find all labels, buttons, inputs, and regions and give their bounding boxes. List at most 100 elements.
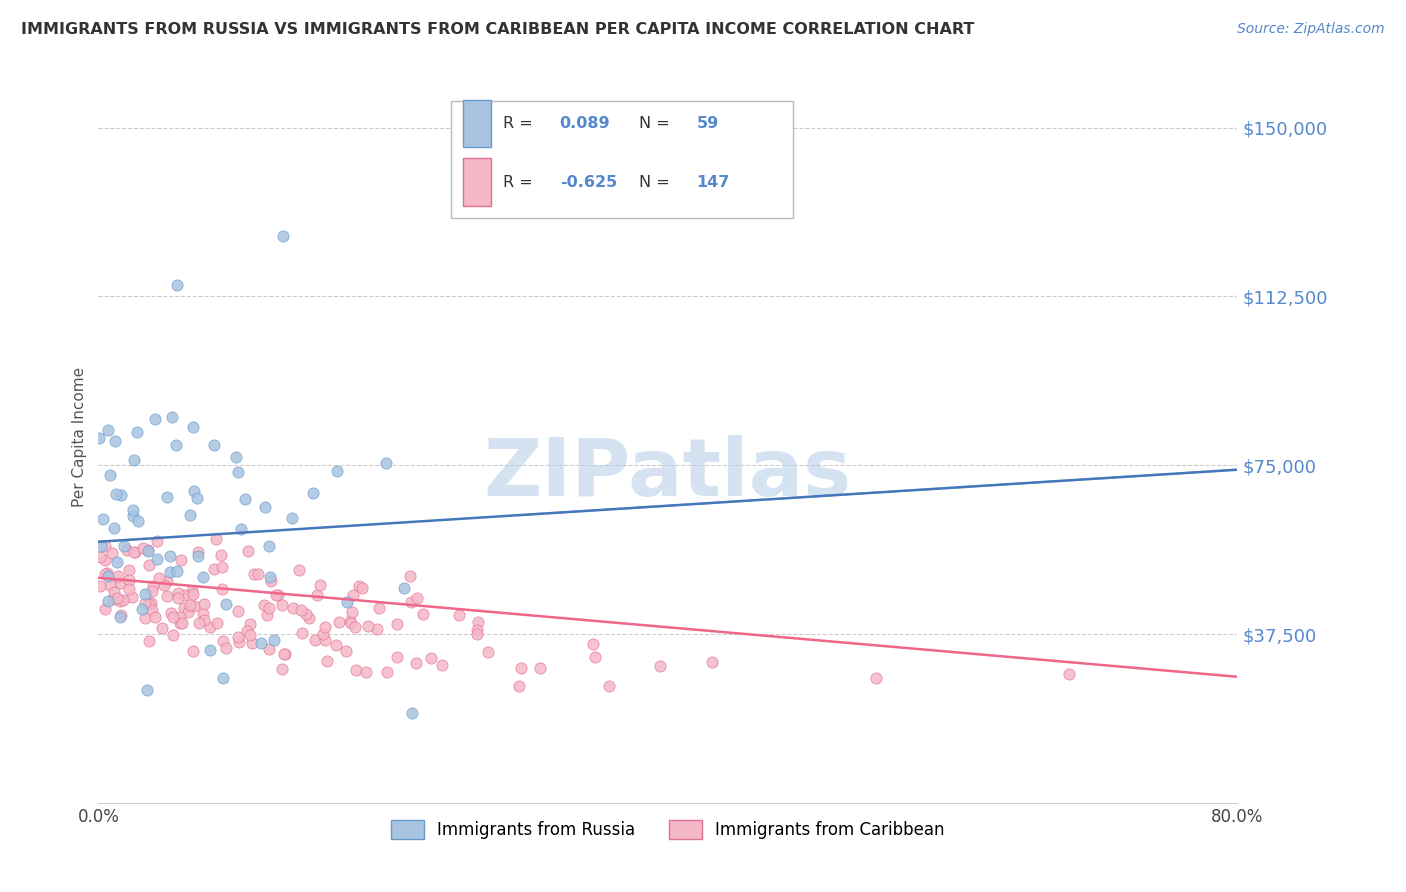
Point (132, 541, 155, 556)
Point (865, 671, 887, 685)
Point (401, 706, 423, 720)
Point (325, 639, 347, 653)
Point (187, 615, 209, 630)
Point (145, 609, 167, 624)
Point (125, 425, 148, 439)
Bar (463, 159, 491, 206)
Point (339, 615, 361, 630)
Text: -0.625: -0.625 (560, 175, 617, 190)
FancyBboxPatch shape (451, 101, 793, 218)
Point (110, 610, 132, 624)
Point (326, 464, 349, 478)
Point (260, 574, 283, 588)
Point (181, 644, 204, 658)
Text: 59: 59 (696, 116, 718, 131)
Point (143, 411, 166, 425)
Point (146, 533, 169, 548)
Point (298, 611, 321, 625)
Text: N =: N = (640, 116, 675, 131)
Text: N =: N = (640, 175, 675, 190)
Point (274, 647, 297, 661)
Point (117, 563, 139, 577)
Point (148, 571, 170, 585)
Point (349, 579, 371, 593)
Point (212, 633, 235, 648)
Point (583, 650, 606, 665)
Point (328, 615, 350, 630)
Point (247, 566, 270, 581)
Point (236, 544, 259, 558)
Point (124, 544, 146, 558)
Point (127, 514, 149, 528)
Point (243, 566, 266, 581)
Point (162, 628, 184, 642)
Legend: Immigrants from Russia, Immigrants from Caribbean: Immigrants from Russia, Immigrants from … (384, 814, 952, 846)
Text: 147: 147 (696, 175, 730, 190)
Point (399, 595, 422, 609)
Point (239, 616, 262, 631)
Point (150, 621, 173, 635)
Point (335, 644, 357, 658)
Point (177, 605, 200, 619)
Point (181, 583, 204, 598)
Point (162, 610, 184, 624)
Point (159, 565, 181, 579)
Point (141, 584, 163, 599)
Text: 0.089: 0.089 (560, 116, 610, 131)
Point (312, 626, 335, 640)
Point (650, 658, 672, 673)
Point (273, 228, 295, 243)
Point (211, 559, 233, 574)
Point (315, 654, 337, 668)
Point (226, 631, 249, 645)
Point (309, 578, 332, 592)
Point (432, 657, 454, 672)
Point (257, 539, 280, 553)
Point (181, 587, 204, 601)
Point (344, 663, 367, 677)
Point (211, 582, 233, 597)
Point (257, 601, 280, 615)
Point (215, 641, 238, 656)
Point (138, 558, 160, 573)
Point (281, 511, 304, 525)
Point (141, 603, 163, 617)
Point (165, 438, 187, 452)
Point (477, 644, 499, 658)
Point (228, 635, 250, 649)
Point (270, 662, 292, 676)
Point (98, 578, 121, 592)
Point (142, 579, 165, 593)
Point (122, 503, 145, 517)
Point (702, 656, 724, 670)
Point (198, 643, 221, 657)
Point (290, 626, 312, 640)
Point (200, 619, 222, 633)
Point (179, 598, 201, 612)
Point (170, 615, 193, 630)
Point (281, 601, 304, 615)
Point (207, 615, 229, 630)
Point (156, 589, 179, 603)
Point (110, 608, 132, 623)
Point (93, 567, 115, 582)
Point (103, 521, 125, 535)
Point (215, 597, 238, 611)
Point (465, 627, 488, 641)
Point (136, 543, 159, 558)
Point (406, 591, 429, 605)
Point (225, 450, 247, 464)
Point (193, 607, 215, 622)
Point (108, 593, 131, 607)
Point (112, 539, 135, 553)
Point (240, 636, 263, 650)
Point (100, 468, 122, 483)
Point (467, 623, 489, 637)
Text: R =: R = (503, 116, 537, 131)
Point (366, 622, 388, 636)
Point (392, 581, 415, 595)
Point (97, 593, 120, 607)
Point (166, 591, 188, 606)
Point (122, 452, 145, 467)
Point (181, 419, 204, 434)
